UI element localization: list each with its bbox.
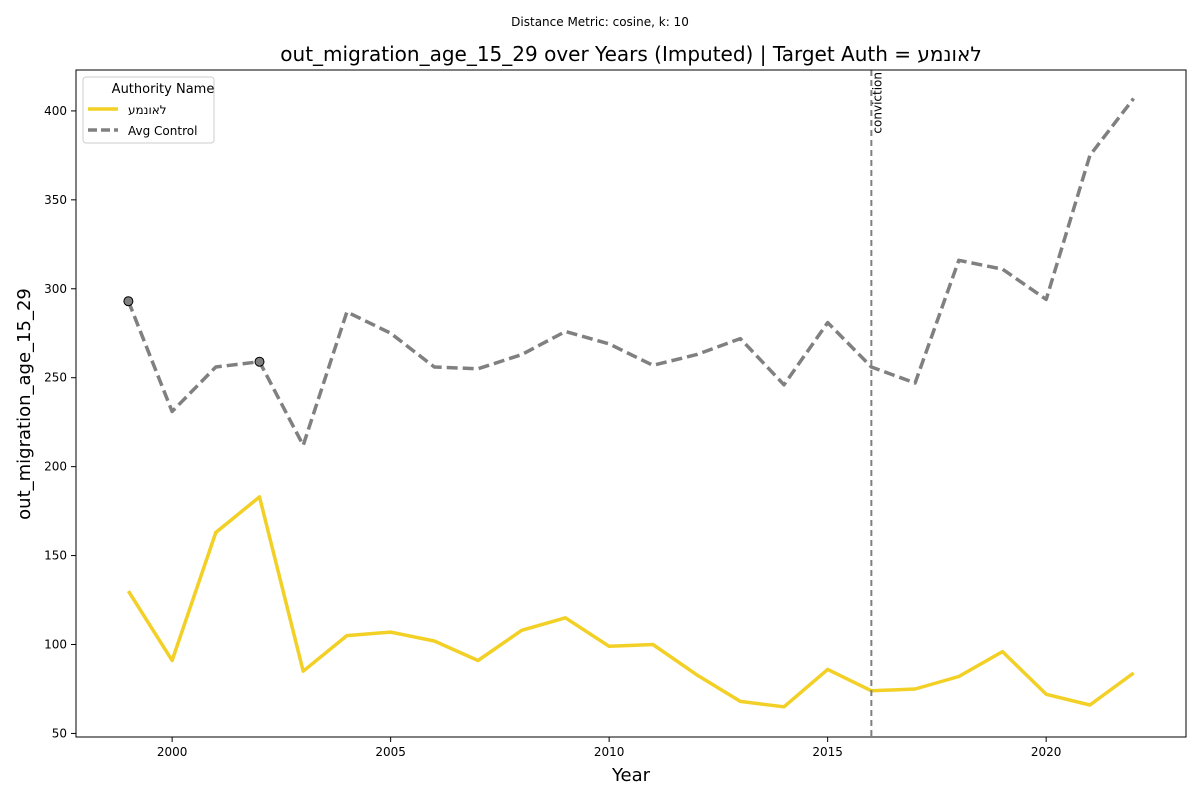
y-tick-label: 150 xyxy=(44,549,67,563)
x-axis: 2000 2005 2010 2015 2020 xyxy=(157,737,1062,759)
x-tick-label: 2020 xyxy=(1031,745,1062,759)
legend: Authority Name לאונמע Avg Control xyxy=(82,76,215,144)
x-axis-label: Year xyxy=(611,765,651,786)
chart-title: out_migration_age_15_29 over Years (Impu… xyxy=(280,42,981,66)
legend-title: Authority Name xyxy=(112,82,215,97)
event-line-label: conviction xyxy=(870,72,884,134)
legend-label-target: לאונמע xyxy=(128,103,167,117)
x-tick-label: 2000 xyxy=(157,745,188,759)
legend-label-avg-control: Avg Control xyxy=(128,124,197,138)
highlight-marker-2002 xyxy=(254,356,265,367)
y-tick-label: 200 xyxy=(44,460,67,474)
y-axis: 50 100 150 200 250 300 350 400 xyxy=(44,104,76,740)
y-tick-label: 400 xyxy=(44,104,67,118)
x-tick-label: 2005 xyxy=(375,745,406,759)
x-tick-label: 2010 xyxy=(594,745,625,759)
y-tick-label: 250 xyxy=(44,371,67,385)
highlight-marker-1999 xyxy=(123,296,134,307)
legend-box xyxy=(82,76,215,144)
y-tick-label: 100 xyxy=(44,638,67,652)
plot-frame xyxy=(75,69,1187,738)
y-tick-label: 300 xyxy=(44,282,67,296)
series-line-target xyxy=(126,495,1135,709)
x-tick-label: 2015 xyxy=(812,745,843,759)
chart-suptitle: Distance Metric: cosine, k: 10 xyxy=(511,15,689,29)
plot-area: conviction xyxy=(123,70,1135,737)
y-tick-label: 50 xyxy=(52,726,67,740)
y-axis-label: out_migration_age_15_29 xyxy=(14,288,35,520)
series-line-avg-control xyxy=(126,97,1135,448)
y-tick-label: 350 xyxy=(44,193,67,207)
